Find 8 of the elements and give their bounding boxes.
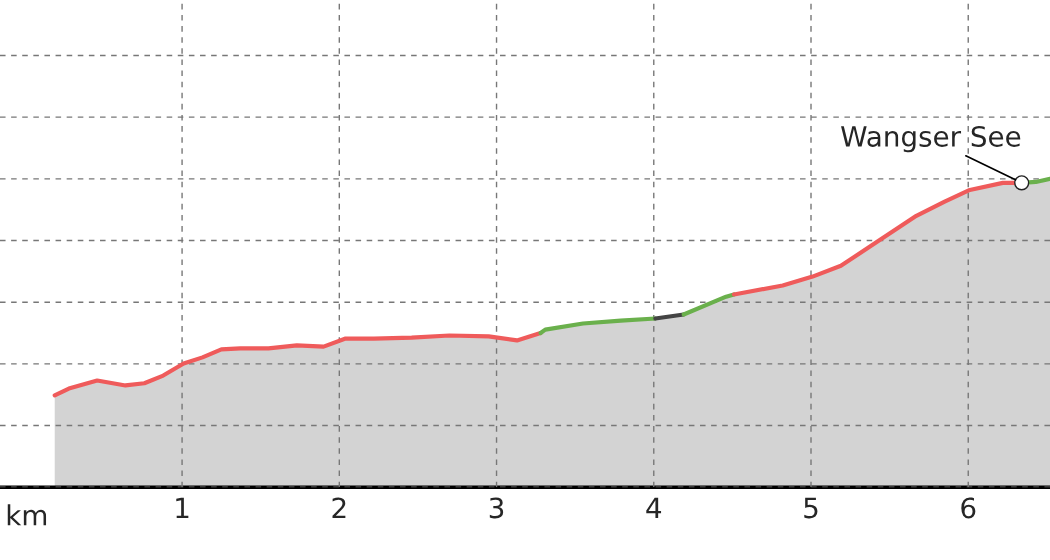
x-tick-label: 1 <box>176 497 189 519</box>
x-tick-label: 6 <box>961 497 976 519</box>
x-tick-label: 3 <box>489 497 504 519</box>
annotation: Wangser See <box>841 125 1021 153</box>
x-tick-label: 5 <box>804 497 818 519</box>
x-axis-title: km <box>7 504 47 526</box>
x-tick-label: 2 <box>332 497 346 519</box>
x-tick-label: 4 <box>646 497 662 519</box>
